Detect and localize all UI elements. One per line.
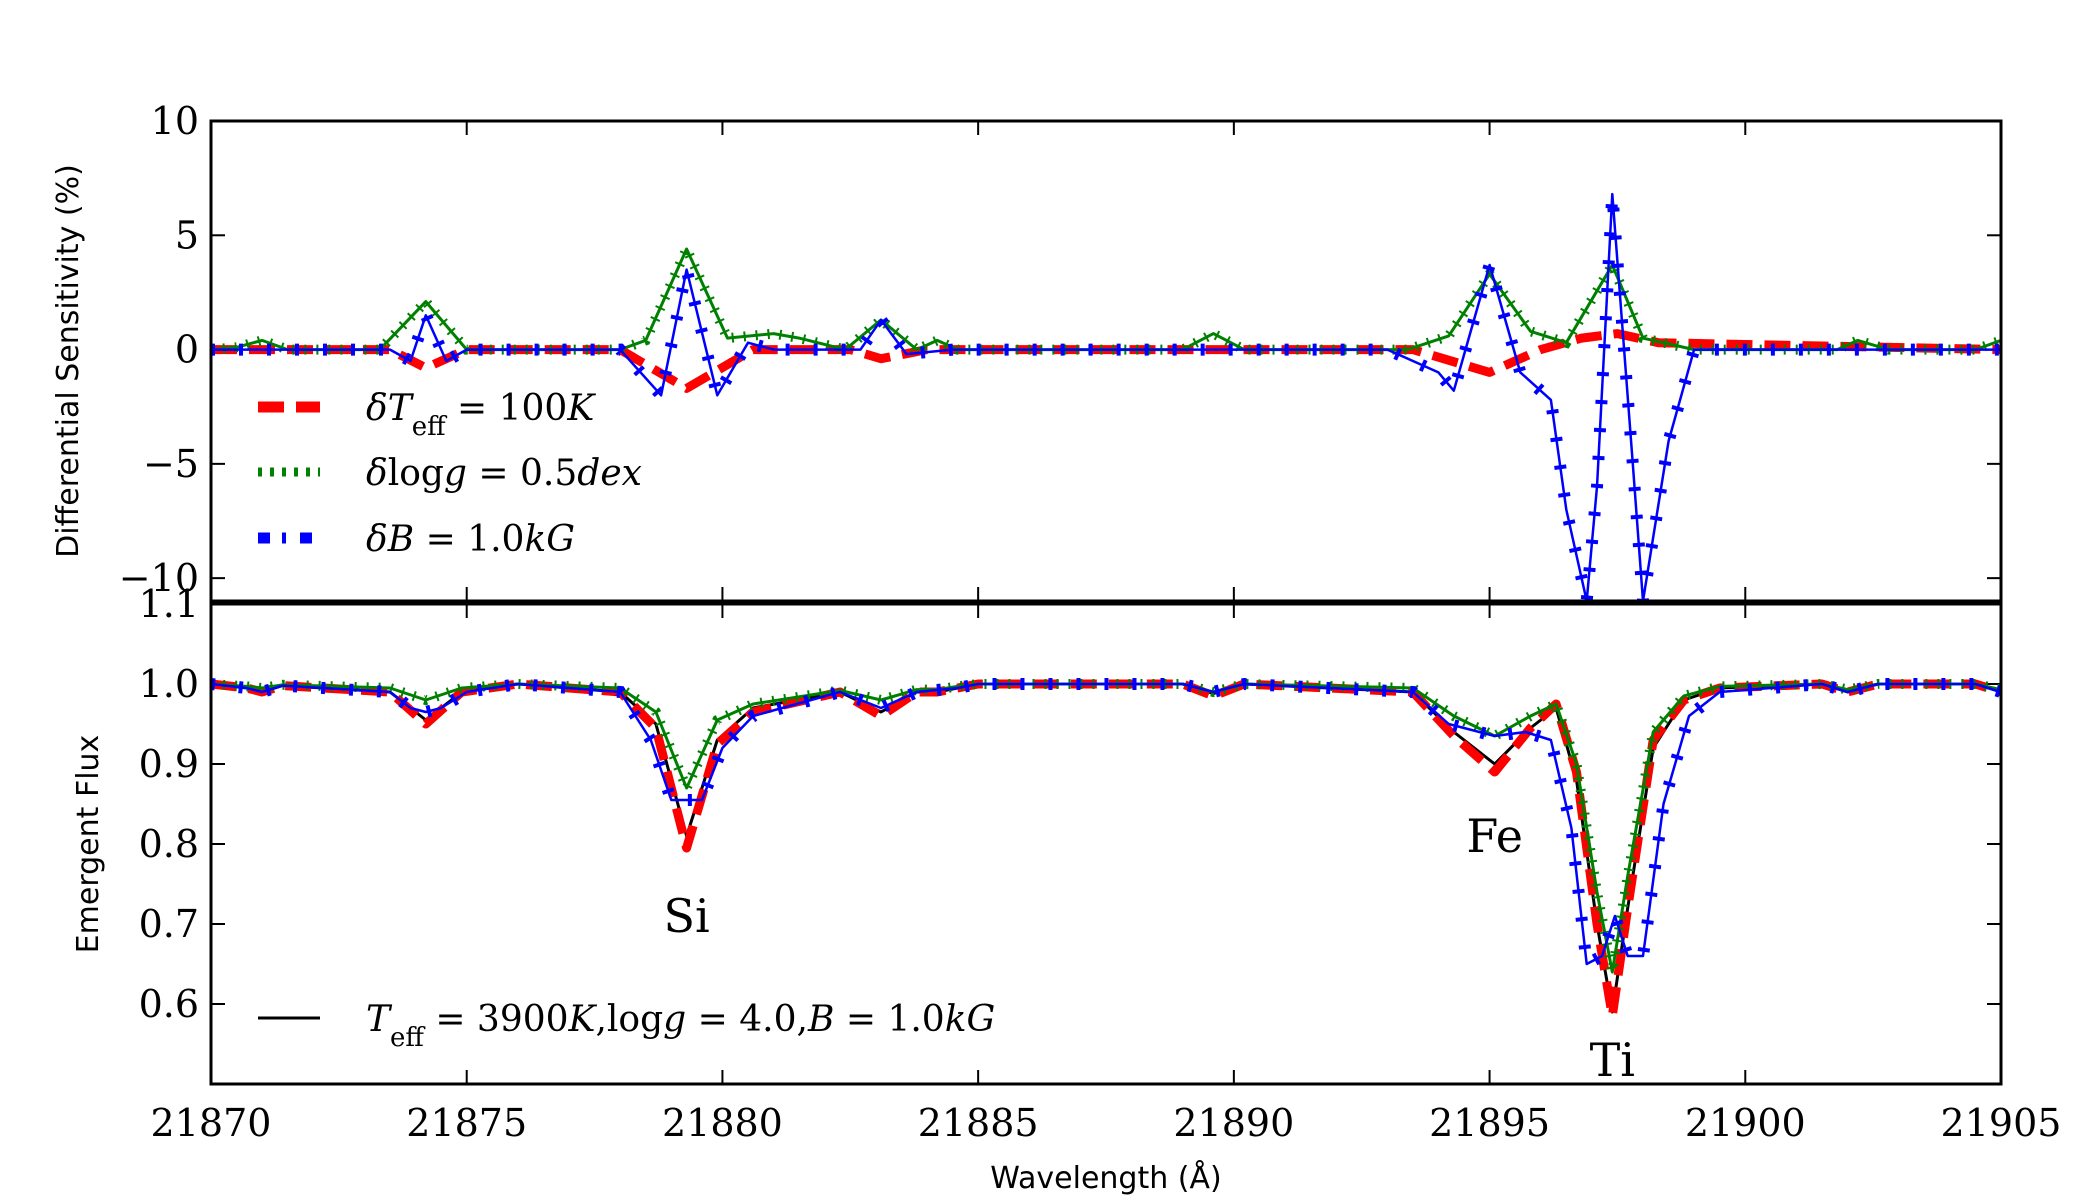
y-tick-label: 5	[175, 213, 199, 257]
top-legend: δTeff = 100K δlogg = 0.5dex δB = 1.0kG	[258, 388, 642, 560]
y-tick-label: 0.8	[139, 822, 199, 866]
x-tick-label: 21870	[151, 1101, 272, 1145]
y-tick-label: 0	[175, 328, 199, 372]
x-tick-labels: 21870 21875 21880 21885 21890 21895 21900 21905	[151, 1101, 2062, 1145]
legend-label: Teff = 3900K,logg = 4.0,B = 1.0kG	[366, 999, 995, 1053]
y-tick-label: 10	[151, 99, 199, 143]
annotation-ti: Ti	[1590, 1033, 1635, 1087]
legend-label: δTeff = 100K	[366, 388, 596, 442]
x-tick-label: 21890	[1173, 1101, 1294, 1145]
legend-entry: δlogg = 0.5dex	[258, 453, 642, 494]
flux-panel: 1.11.00.90.80.70.6 21870 21875 21880 21885 2…	[71, 582, 2061, 1196]
top-y-axis-title: Differential Sensitivity (%)	[51, 164, 86, 558]
x-axis-title: Wavelength (Å)	[990, 1160, 1221, 1196]
series-markers	[211, 193, 2001, 601]
annotation-si: Si	[664, 889, 710, 943]
y-tick-label: 0.7	[139, 902, 199, 946]
bottom-plot-border	[209, 602, 2003, 1086]
x-tick-label: 21905	[1941, 1101, 2062, 1145]
bottom-y-tick-labels: 1.1 1.0 0.9 0.8 0.7 0.6	[139, 582, 199, 1026]
sensitivity-panel: 10 5 0 −5 −10 Differential Sensitivity (%) δ…	[51, 99, 2003, 603]
bottom-series-lines	[211, 677, 2001, 1021]
top-plot-border	[209, 119, 2003, 603]
bottom-y-axis-title: Emergent Flux	[71, 735, 106, 954]
bottom-legend: Teff = 3900K,logg = 4.0,B = 1.0kG	[258, 999, 995, 1053]
x-tick-label: 21885	[918, 1101, 1039, 1145]
x-tick-label: 21875	[406, 1101, 527, 1145]
top-plot-frame	[211, 121, 2001, 601]
y-tick-label: 0.6	[139, 982, 199, 1026]
legend-label: δB = 1.0kG	[366, 519, 575, 560]
legend-entry: δTeff = 100K	[258, 388, 596, 442]
y-tick-label: 0.9	[139, 742, 199, 786]
line-annotations: Si Fe Ti	[664, 809, 1636, 1087]
y-tick-label: 1.0	[139, 662, 199, 706]
y-tick-label: −10	[119, 556, 199, 600]
series-line	[211, 682, 2001, 966]
legend-entry: δB = 1.0kG	[258, 519, 575, 560]
x-tick-label: 21895	[1429, 1101, 1550, 1145]
annotation-fe: Fe	[1466, 809, 1523, 863]
y-tick-label: 1.1	[139, 582, 199, 626]
y-tick-label: −5	[143, 442, 199, 486]
top-y-tick-labels: 10 5 0 −5 −10	[119, 99, 199, 600]
x-tick-label: 21900	[1685, 1101, 1806, 1145]
legend-entry: Teff = 3900K,logg = 4.0,B = 1.0kG	[258, 999, 995, 1053]
legend-label: δlogg = 0.5dex	[366, 453, 642, 494]
top-series-lines	[211, 192, 2001, 601]
x-tick-label: 21880	[662, 1101, 783, 1145]
